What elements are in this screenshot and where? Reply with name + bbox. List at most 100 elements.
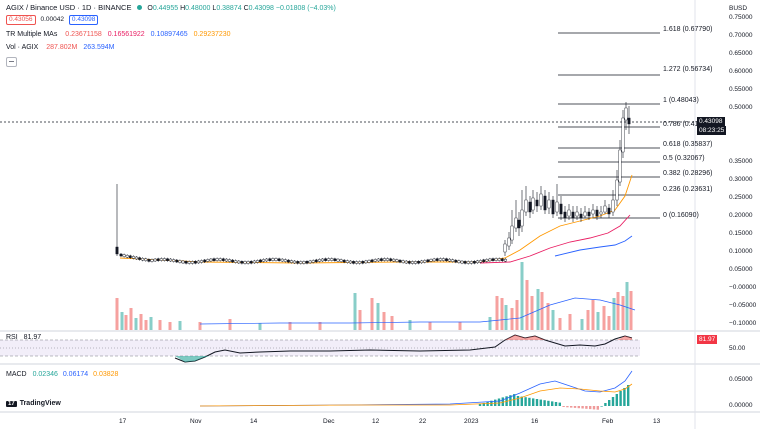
macd-bar [619,391,622,406]
volume-bar [288,322,292,330]
volume-bar [607,316,611,330]
candle-body [420,260,424,264]
rsi-oversold-fill [175,356,210,362]
symbol-name[interactable]: AGIX / Binance USD · 1D · BINANCE [6,3,132,12]
macd-bar [524,397,527,406]
ohlc-low: 0.38874 [216,5,242,12]
macd-bar [520,396,523,406]
fib-label-1618: 1.618 (0.67790) [663,26,713,33]
candle-body [262,259,265,262]
macd-bar [516,396,520,406]
macd-label[interactable]: MACD [6,371,27,378]
candle [262,258,265,263]
ohlc-open-label: O [147,5,153,12]
candle [361,260,365,265]
ask-price[interactable]: 0.43098 [68,15,99,25]
candle-body [212,258,216,261]
candle-body [445,258,448,261]
macd-bar [604,403,607,406]
candle-body [567,209,571,217]
candle [621,110,625,158]
volume-bar [568,314,572,330]
ohlc-change: −0.01808 (−4.03%) [275,5,336,12]
currency-label[interactable]: BUSD [729,5,748,12]
market-status-icon [137,5,143,10]
candle-body [274,258,278,261]
candle [144,257,148,262]
candle [349,260,352,265]
tr-ma-value-3: 0.10897465 [150,31,188,38]
volume-bar [358,310,362,330]
candle [599,206,603,218]
candle-body [454,259,458,263]
candle [528,196,532,218]
macd-bar [570,406,573,408]
candle [243,260,247,265]
candle [138,256,141,261]
fib-label-0382: 0.382 (0.28296) [663,170,713,177]
candle-body [150,259,154,262]
candle [141,257,145,262]
candle-body [268,258,272,261]
candle [624,102,628,130]
candle [500,257,504,262]
candle [555,184,559,216]
candle-body [305,261,309,264]
candle [318,258,321,263]
candle-body [551,199,555,215]
candle-body [122,254,126,257]
candle [156,257,160,262]
volume-bar [428,322,432,330]
candle [215,257,219,262]
candle [517,212,521,236]
candle-body [426,259,430,263]
volume-bar [586,310,590,330]
candle [119,253,123,257]
candle-body [389,258,393,261]
candle [497,257,501,262]
candle [520,190,524,232]
volume-bar [504,305,508,330]
candle [252,259,256,264]
tr-ma-label[interactable]: TR Multiple MAs [6,31,58,38]
candle-body [327,258,331,261]
candle [370,258,374,263]
candle [494,257,498,262]
volume-bars [115,262,633,330]
candle-body [476,260,479,264]
candle-body [184,261,188,264]
volume-bar [139,314,143,330]
collapse-legend-button[interactable] [6,57,17,67]
candle-body [535,199,539,207]
candle [128,254,132,259]
volume-bar [129,308,133,330]
rsi-label[interactable]: RSI [6,334,18,341]
candle [150,258,154,263]
candle [175,259,179,264]
candle-body [280,258,284,262]
candle-body [215,258,219,261]
volume-label[interactable]: Vol · AGIX [6,44,39,51]
tradingview-logo[interactable]: 17 TradingView [6,400,61,407]
bid-price[interactable]: 0.43056 [6,15,36,25]
candle [482,258,486,263]
candle-body [296,261,300,264]
candle [591,204,595,218]
candle-body [209,258,213,262]
candle-body [595,209,599,217]
ohlc-high: 0.48000 [185,5,211,12]
candle [535,192,539,212]
time-axis-label: Feb [602,418,614,425]
volume-bar [612,298,616,330]
candle [611,190,615,216]
candle [153,258,157,263]
candle [311,259,315,264]
candle-body [361,261,365,264]
candle-body [503,243,507,253]
candle [401,259,405,264]
candle [389,257,393,262]
candle-body [355,261,358,264]
macd-bar [615,394,618,406]
macd-axis-top: 0.05000 [729,376,753,383]
